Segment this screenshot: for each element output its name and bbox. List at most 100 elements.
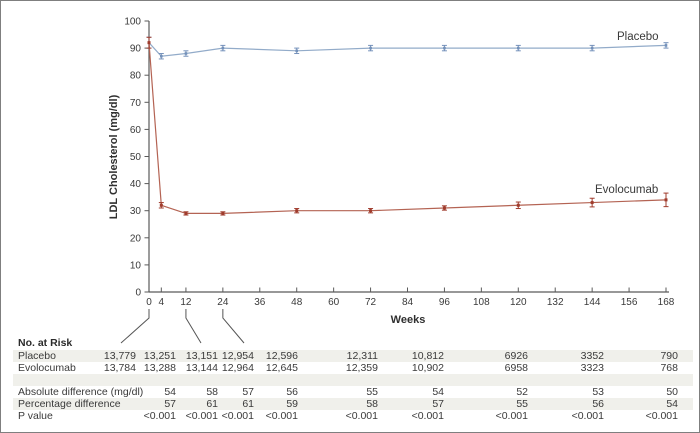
- data-marker: [369, 209, 373, 213]
- table-cell: 3323: [580, 362, 604, 374]
- data-marker: [443, 46, 446, 50]
- table-cell: 13,784: [103, 362, 136, 374]
- x-axis-title: Weeks: [390, 314, 426, 326]
- table-cell: 56: [286, 386, 298, 398]
- table-cell: 53: [592, 386, 604, 398]
- table-cell: <0.001: [221, 410, 254, 422]
- y-tick-label: 100: [124, 17, 141, 28]
- data-marker: [295, 49, 299, 53]
- x-tick-label: 96: [439, 297, 451, 308]
- series-line-placebo: [148, 42, 667, 57]
- table-cell: 13,779: [103, 350, 136, 362]
- table-cell: 58: [206, 386, 218, 398]
- table-cell: 12,954: [221, 350, 254, 362]
- data-marker: [516, 203, 520, 207]
- table-row-absolute-difference: Absolute difference (mg/dl) 54 58 57 56 55 54…: [13, 386, 693, 398]
- row-label: Evolocumab: [18, 362, 76, 374]
- data-marker: [369, 46, 372, 50]
- data-marker: [590, 46, 594, 50]
- table-cell: 50: [666, 386, 678, 398]
- row-label: Percentage difference: [18, 398, 121, 410]
- table-cell: 12,596: [265, 350, 298, 362]
- x-tick-label: 168: [658, 297, 675, 308]
- table-cell: 10,902: [411, 362, 444, 374]
- table-cell: 57: [432, 398, 444, 410]
- series-label-placebo: Placebo: [617, 31, 659, 43]
- table-cell: 61: [242, 398, 254, 410]
- table-row-placebo: Placebo 13,779 13,251 13,151 12,954 12,596 12…: [13, 350, 693, 362]
- series-line-evolocumab: [148, 42, 667, 215]
- leader-lines: [120, 309, 245, 344]
- data-marker: [221, 46, 225, 50]
- data-marker: [221, 211, 225, 215]
- table-cell: 58: [366, 398, 378, 410]
- table-cell: 13,144: [185, 362, 218, 374]
- y-tick-label: 50: [130, 152, 142, 163]
- table-cell: 790: [660, 350, 678, 362]
- table-cell: 61: [206, 398, 218, 410]
- y-tick-label: 80: [130, 71, 142, 82]
- y-tick-label: 90: [130, 44, 142, 55]
- table-cell: 54: [666, 398, 678, 410]
- table-cell: 52: [516, 386, 528, 398]
- table-header-row: No. at Risk: [13, 337, 693, 349]
- table-cell: 12,311: [346, 350, 378, 362]
- table-cell: 6926: [504, 350, 528, 362]
- table-header: No. at Risk: [18, 337, 73, 349]
- data-marker: [664, 198, 668, 202]
- y-tick-label: 30: [130, 206, 142, 217]
- table-cell: 12,964: [221, 362, 254, 374]
- y-tick-label: 20: [130, 233, 142, 244]
- y-tick-label: 10: [130, 260, 142, 271]
- table-cell: 57: [164, 398, 176, 410]
- x-tick-label: 120: [510, 297, 527, 308]
- x-tick-label: 60: [328, 297, 340, 308]
- x-tick-label: 156: [621, 297, 638, 308]
- table-cell: <0.001: [143, 410, 176, 422]
- x-tick-label: 84: [402, 297, 414, 308]
- x-tick-label: 48: [291, 297, 303, 308]
- data-marker: [159, 203, 163, 207]
- table-cell: <0.001: [265, 410, 298, 422]
- table-row-p-value: P value <0.001 <0.001 <0.001 <0.001 <0.001 <0…: [13, 410, 693, 422]
- data-marker: [664, 44, 668, 47]
- table-cell: 55: [366, 386, 378, 398]
- y-tick-label: 0: [135, 288, 141, 299]
- table-cell: <0.001: [345, 410, 378, 422]
- data-marker: [184, 52, 188, 55]
- table-cell: 768: [660, 362, 678, 374]
- table-row-evolocumab: Evolocumab 13,784 13,288 13,144 12,964 12,64…: [13, 362, 693, 374]
- data-marker: [516, 46, 520, 50]
- table-cell: 54: [432, 386, 444, 398]
- data-marker: [147, 41, 151, 45]
- data-marker: [590, 201, 594, 205]
- table-cell: 57: [242, 386, 254, 398]
- table-cell: 55: [516, 398, 528, 410]
- x-tick-label: 72: [365, 297, 377, 308]
- x-tick-label: 24: [217, 297, 229, 308]
- table-spacer-row: [13, 374, 693, 386]
- data-marker: [442, 206, 446, 210]
- x-tick-label: 4: [159, 297, 165, 308]
- table-cell: <0.001: [185, 410, 218, 422]
- y-tick-label: 40: [130, 179, 142, 190]
- data-marker: [184, 211, 188, 215]
- table-cell: <0.001: [645, 410, 678, 422]
- table-cell: 56: [592, 398, 604, 410]
- y-tick-label: 60: [130, 125, 142, 136]
- table-cell: <0.001: [571, 410, 604, 422]
- table-cell: 54: [164, 386, 176, 398]
- row-label: Placebo: [18, 350, 56, 362]
- table-cell: 12,359: [345, 362, 378, 374]
- x-tick-label: 144: [584, 297, 601, 308]
- table-cell: 6958: [504, 362, 528, 374]
- x-tick-label: 108: [473, 297, 490, 308]
- x-tick-label: 36: [254, 297, 266, 308]
- series-evolocumab: [146, 36, 669, 216]
- data-marker: [295, 209, 299, 213]
- table-cell: 3352: [580, 350, 604, 362]
- table-cell: <0.001: [495, 410, 528, 422]
